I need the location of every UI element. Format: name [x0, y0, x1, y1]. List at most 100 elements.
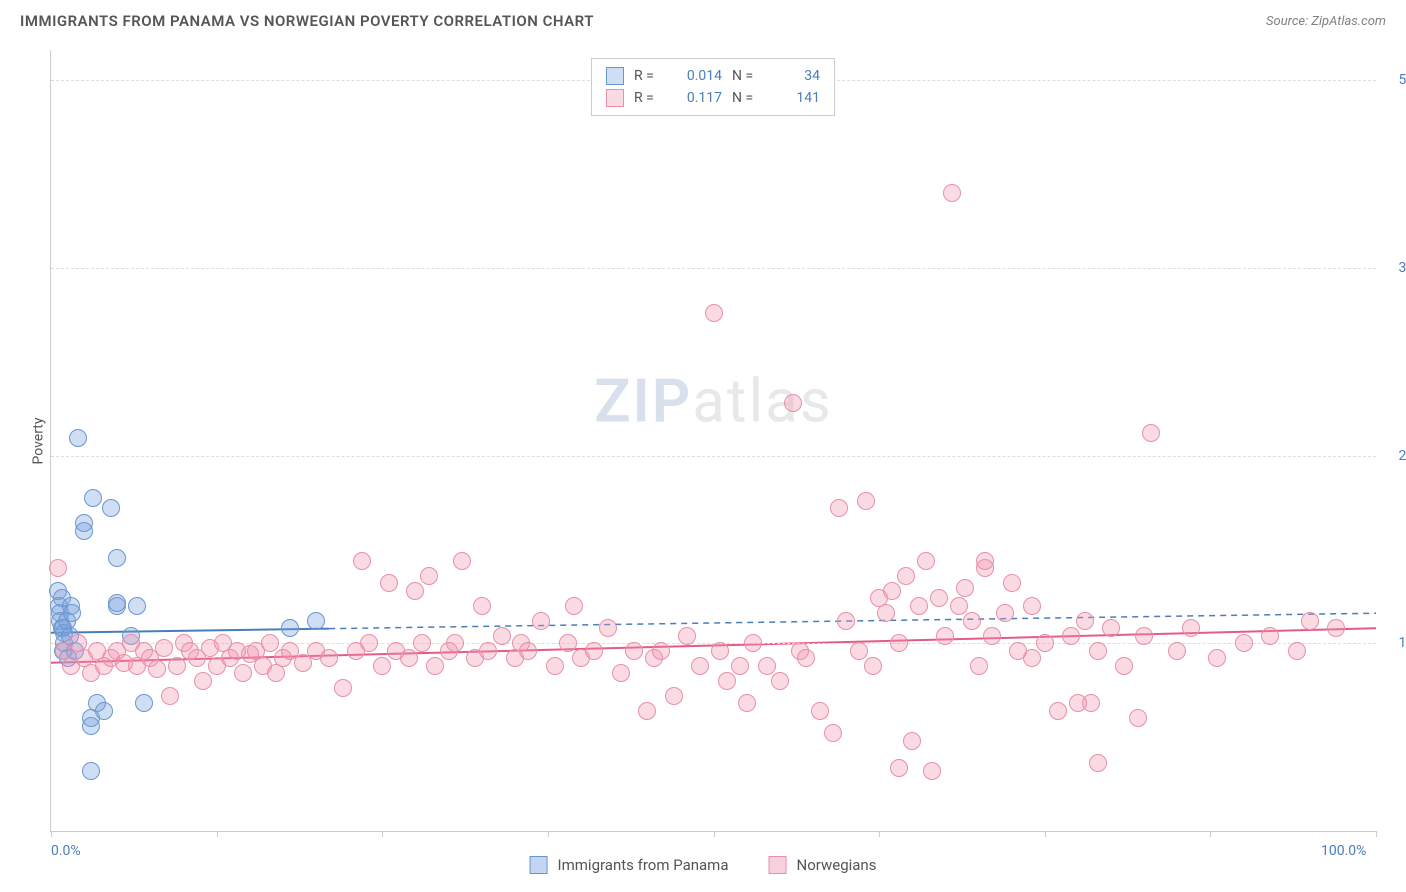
- data-point: [1182, 619, 1200, 637]
- data-point: [936, 627, 954, 645]
- y-tick-label: 25.0%: [1398, 448, 1406, 464]
- data-point: [731, 657, 749, 675]
- data-point: [705, 304, 723, 322]
- data-point: [1062, 627, 1080, 645]
- data-point: [711, 642, 729, 660]
- data-point: [1301, 612, 1319, 630]
- data-point: [1288, 642, 1306, 660]
- data-point: [168, 657, 186, 675]
- data-point: [585, 642, 603, 660]
- legend-r-value: 0.014: [672, 68, 722, 84]
- data-point: [400, 649, 418, 667]
- x-tick-mark: [1045, 831, 1046, 837]
- data-point: [744, 634, 762, 652]
- data-point: [983, 627, 1001, 645]
- data-point: [824, 724, 842, 742]
- data-point: [890, 759, 908, 777]
- data-point: [771, 672, 789, 690]
- data-point: [811, 702, 829, 720]
- data-point: [281, 619, 299, 637]
- data-point: [1069, 694, 1087, 712]
- legend-n-label: N =: [732, 68, 760, 84]
- data-point: [420, 567, 438, 585]
- data-point: [877, 604, 895, 622]
- x-tick-mark: [217, 831, 218, 837]
- data-point: [797, 649, 815, 667]
- data-point: [718, 672, 736, 690]
- legend-swatch: [606, 67, 624, 85]
- gridline: [51, 268, 1376, 269]
- data-point: [917, 552, 935, 570]
- data-point: [473, 597, 491, 615]
- data-point: [1142, 424, 1160, 442]
- data-point: [1023, 597, 1041, 615]
- data-point: [1327, 619, 1345, 637]
- data-point: [82, 762, 100, 780]
- trend-lines: [51, 50, 1376, 831]
- data-point: [956, 579, 974, 597]
- data-point: [883, 582, 901, 600]
- data-point: [559, 634, 577, 652]
- x-tick-mark: [1210, 831, 1211, 837]
- legend-n-value: 141: [770, 90, 820, 106]
- data-point: [890, 634, 908, 652]
- data-point: [612, 664, 630, 682]
- data-point: [161, 687, 179, 705]
- legend-label: Immigrants from Panama: [558, 856, 729, 874]
- data-point: [903, 732, 921, 750]
- data-point: [108, 549, 126, 567]
- data-point: [108, 594, 126, 612]
- x-tick-label: 100.0%: [1321, 843, 1366, 859]
- data-point: [320, 649, 338, 667]
- data-point: [758, 657, 776, 675]
- data-point: [1261, 627, 1279, 645]
- data-point: [830, 499, 848, 517]
- data-point: [69, 429, 87, 447]
- legend-swatch: [769, 856, 787, 874]
- data-point: [691, 657, 709, 675]
- data-point: [155, 639, 173, 657]
- legend-item: Immigrants from Panama: [530, 856, 729, 874]
- chart-source: Source: ZipAtlas.com: [1266, 14, 1386, 29]
- data-point: [519, 642, 537, 660]
- data-point: [565, 597, 583, 615]
- data-point: [996, 604, 1014, 622]
- data-point: [1036, 634, 1054, 652]
- x-tick-mark: [51, 831, 52, 837]
- y-tick-label: 50.0%: [1398, 72, 1406, 88]
- data-point: [638, 702, 656, 720]
- data-point: [1049, 702, 1067, 720]
- legend-n-label: N =: [732, 90, 760, 106]
- data-point: [532, 612, 550, 630]
- data-point: [373, 657, 391, 675]
- data-point: [148, 660, 166, 678]
- data-point: [897, 567, 915, 585]
- data-point: [950, 597, 968, 615]
- data-point: [1102, 619, 1120, 637]
- data-point: [1129, 709, 1147, 727]
- data-point: [194, 672, 212, 690]
- data-point: [307, 612, 325, 630]
- x-tick-mark: [879, 831, 880, 837]
- data-point: [652, 642, 670, 660]
- chart-title: IMMIGRANTS FROM PANAMA VS NORWEGIAN POVE…: [20, 12, 594, 30]
- data-point: [1168, 642, 1186, 660]
- data-point: [334, 679, 352, 697]
- data-point: [850, 642, 868, 660]
- data-point: [1089, 642, 1107, 660]
- x-tick-mark: [1376, 831, 1377, 837]
- data-point: [599, 619, 617, 637]
- legend-r-label: R =: [634, 68, 662, 84]
- data-point: [837, 612, 855, 630]
- correlation-legend: R =0.014N =34R =0.117N =141: [591, 58, 835, 116]
- data-point: [261, 634, 279, 652]
- data-point: [63, 604, 81, 622]
- data-point: [95, 702, 113, 720]
- data-point: [128, 597, 146, 615]
- data-point: [479, 642, 497, 660]
- data-point: [943, 184, 961, 202]
- data-point: [970, 657, 988, 675]
- data-point: [1235, 634, 1253, 652]
- data-point: [84, 489, 102, 507]
- data-point: [930, 589, 948, 607]
